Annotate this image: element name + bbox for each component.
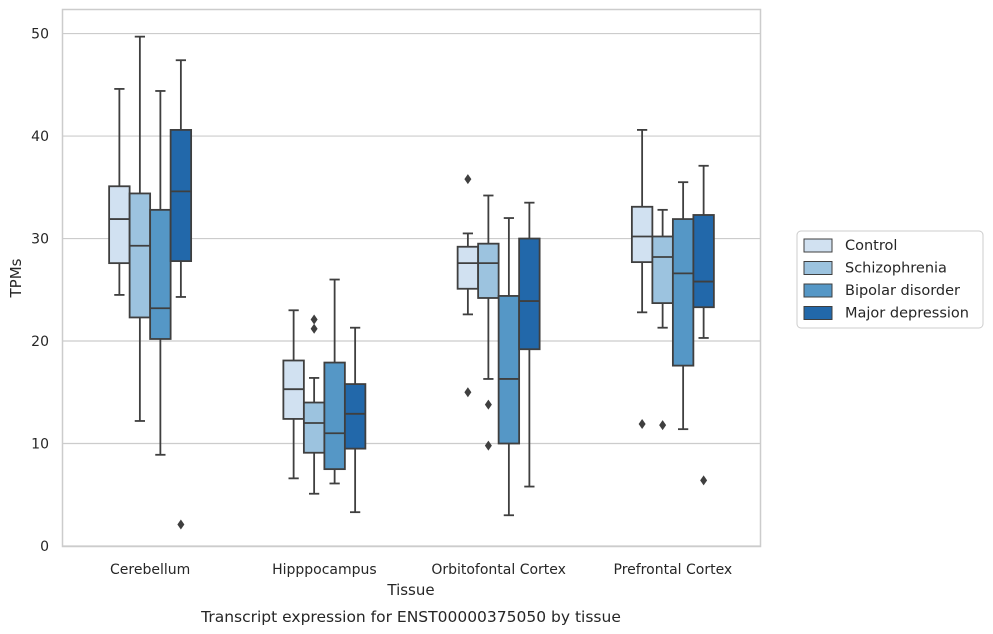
y-tick-label: 50 bbox=[31, 27, 49, 43]
box-bipolar-disorder bbox=[671, 181, 695, 431]
legend-items: Control Schizophrenia Bipolar disorder Majo… bbox=[803, 238, 969, 322]
x-tick-label: Prefrontal Cortex bbox=[614, 562, 733, 578]
legend-swatch bbox=[803, 238, 833, 253]
box-iqr bbox=[692, 214, 715, 309]
plot-area bbox=[61, 8, 762, 548]
boxes-layer bbox=[108, 35, 715, 530]
y-tick-label: 20 bbox=[31, 334, 49, 350]
legend-swatch bbox=[803, 261, 833, 275]
y-axis-label: TPMs bbox=[7, 258, 25, 298]
box-schizophrenia bbox=[302, 314, 326, 495]
box-major-depression bbox=[692, 164, 715, 486]
box-iqr bbox=[651, 235, 674, 305]
box-iqr bbox=[169, 129, 193, 262]
box-iqr bbox=[323, 361, 346, 471]
legend-label: Bipolar disorder bbox=[845, 283, 960, 299]
outlier-point bbox=[484, 440, 492, 451]
y-tick-label: 30 bbox=[31, 232, 49, 248]
box-iqr bbox=[128, 192, 152, 319]
y-tick-label: 40 bbox=[31, 129, 49, 145]
box-iqr bbox=[630, 205, 654, 264]
box-schizophrenia bbox=[477, 194, 500, 451]
outlier-point bbox=[310, 323, 318, 334]
y-tick-label: 0 bbox=[40, 539, 49, 555]
box-iqr bbox=[456, 245, 480, 290]
outlier-point bbox=[638, 419, 646, 430]
x-tick-label: Orbitofontal Cortex bbox=[431, 562, 566, 578]
outlier-point bbox=[700, 475, 708, 486]
box-bipolar-disorder bbox=[149, 90, 172, 456]
box-iqr bbox=[671, 218, 695, 367]
box-major-depression bbox=[169, 59, 193, 530]
box-iqr bbox=[477, 242, 500, 299]
box-major-depression bbox=[518, 201, 541, 488]
outlier-point bbox=[484, 399, 492, 410]
legend-label: Major depression bbox=[845, 306, 969, 322]
y-tick-label: 10 bbox=[31, 437, 49, 453]
chart-caption: Transcript expression for ENST0000037505… bbox=[200, 608, 621, 626]
box-iqr bbox=[108, 185, 131, 265]
y-axis: 0 10 20 30 40 50 bbox=[31, 27, 49, 555]
box-iqr bbox=[149, 208, 172, 340]
legend-label: Schizophrenia bbox=[845, 261, 947, 277]
outlier-point bbox=[177, 519, 185, 530]
box-control bbox=[282, 309, 305, 480]
box-iqr bbox=[518, 237, 541, 351]
x-tick-label: Cerebellum bbox=[110, 562, 190, 578]
outlier-point bbox=[464, 387, 472, 398]
box-major-depression bbox=[343, 326, 367, 514]
legend-frame bbox=[796, 230, 984, 329]
legend: Control Schizophrenia Bipolar disorder Majo… bbox=[796, 230, 984, 329]
outlier-point bbox=[659, 420, 667, 431]
x-tick-label: Hipppocampus bbox=[272, 562, 377, 578]
legend-swatch bbox=[803, 306, 833, 320]
legend-swatch bbox=[803, 283, 833, 298]
x-axis-label: Tissue bbox=[386, 581, 434, 599]
box-iqr bbox=[497, 295, 521, 445]
x-axis: Cerebellum Hipppocampus Orbitofontal Corte… bbox=[110, 562, 732, 578]
box-bipolar-disorder bbox=[497, 217, 521, 517]
outlier-point bbox=[310, 314, 318, 325]
box-iqr bbox=[343, 383, 367, 450]
legend-label: Control bbox=[845, 238, 897, 254]
box-control bbox=[630, 129, 654, 430]
box-iqr bbox=[302, 401, 326, 454]
outlier-point bbox=[464, 174, 472, 185]
box-bipolar-disorder bbox=[323, 278, 346, 485]
